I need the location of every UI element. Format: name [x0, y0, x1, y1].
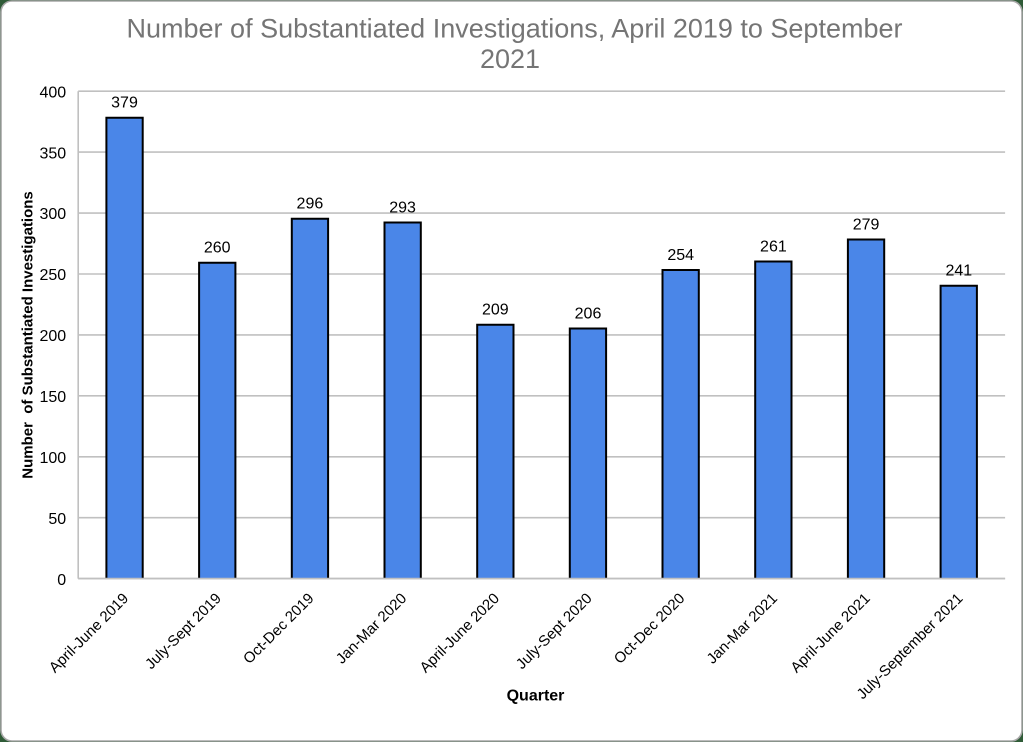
svg-text:0: 0 — [57, 572, 66, 589]
svg-text:293: 293 — [389, 199, 416, 216]
svg-text:2021: 2021 — [480, 44, 540, 74]
svg-text:241: 241 — [945, 263, 972, 280]
svg-text:200: 200 — [39, 328, 66, 345]
svg-text:100: 100 — [39, 450, 66, 467]
svg-text:150: 150 — [39, 389, 66, 406]
svg-text:250: 250 — [39, 267, 66, 284]
svg-text:279: 279 — [853, 216, 880, 233]
svg-text:379: 379 — [111, 95, 138, 112]
svg-text:Quarter: Quarter — [507, 687, 565, 704]
svg-text:296: 296 — [297, 196, 324, 213]
svg-text:254: 254 — [667, 247, 694, 264]
svg-text:Number of Substantiated Invest: Number of Substantiated Investigations, … — [127, 13, 903, 43]
svg-text:261: 261 — [760, 238, 787, 255]
svg-text:209: 209 — [482, 302, 509, 319]
svg-text:260: 260 — [204, 240, 231, 257]
svg-text:350: 350 — [39, 145, 66, 162]
svg-text:206: 206 — [575, 305, 602, 322]
svg-text:50: 50 — [48, 511, 66, 528]
svg-text:Number of Substantiated Inves: Number of Substantiated Investigations — [20, 191, 37, 479]
svg-text:300: 300 — [39, 206, 66, 223]
svg-text:400: 400 — [39, 84, 66, 101]
